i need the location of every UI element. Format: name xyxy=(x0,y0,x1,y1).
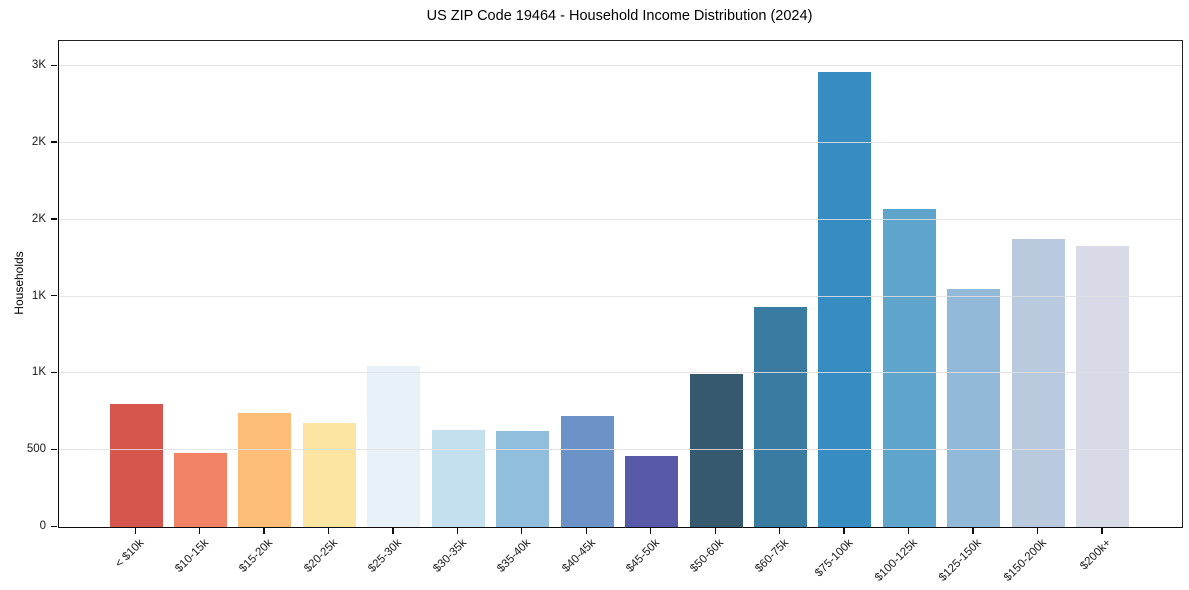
gridline-1000 xyxy=(59,372,1182,374)
x-tick-mark xyxy=(263,527,265,534)
x-tick-mark xyxy=(327,527,330,534)
y-axis-label: Households xyxy=(12,251,26,315)
x-tick-label: $25-30k xyxy=(366,537,405,575)
x-tick-mark xyxy=(972,527,974,534)
x-tick-label: $50-60k xyxy=(688,537,727,575)
x-tick-label: $60-75k xyxy=(753,537,791,575)
x-tick-mark xyxy=(650,527,652,534)
x-tick-mark xyxy=(585,527,587,534)
x-tick-mark xyxy=(521,527,523,534)
bar-$45-50k xyxy=(625,455,679,527)
bar-$125-150k xyxy=(947,288,1001,527)
x-tick-label: $30-35k xyxy=(430,537,469,575)
bar-$150-200k xyxy=(1011,239,1065,527)
y-tick-mark xyxy=(51,295,57,297)
x-tick-label: $200k+ xyxy=(1077,537,1114,573)
gridline-500 xyxy=(59,449,1182,451)
x-tick-label: $35-40k xyxy=(495,537,534,575)
y-tick-label: 500 xyxy=(26,443,46,456)
x-tick-label: $20-25k xyxy=(301,537,340,575)
bar-$15-20k xyxy=(238,412,292,527)
x-tick-label: $40-45k xyxy=(559,537,598,575)
y-tick-label: 1K xyxy=(31,289,46,302)
x-tick-mark xyxy=(1036,527,1039,534)
x-tick-label: $150-200k xyxy=(1001,537,1049,584)
bar-$10-15k xyxy=(173,452,227,527)
x-tick-label: $75-100k xyxy=(813,537,856,580)
gridline-1500 xyxy=(59,295,1182,297)
chart-title: US ZIP Code 19464 - Household Income Dis… xyxy=(426,8,813,24)
x-tick-mark xyxy=(779,527,781,534)
bar-< $10k xyxy=(109,404,163,527)
bar-$25-30k xyxy=(367,365,421,527)
plot-area xyxy=(58,40,1183,528)
bar-$20-25k xyxy=(302,422,356,527)
y-tick-label: 0 xyxy=(39,520,46,532)
x-tick-label: $125-150k xyxy=(937,537,985,584)
y-tick-label: 3K xyxy=(31,59,46,72)
bar-$40-45k xyxy=(560,416,614,527)
x-tick-label: < $10k xyxy=(113,537,147,571)
gridline-2500 xyxy=(59,142,1182,143)
y-tick-mark xyxy=(51,218,57,220)
x-tick-mark xyxy=(392,527,394,534)
x-tick-mark xyxy=(907,527,910,534)
bar-$200k+ xyxy=(1076,245,1130,527)
bar-$60-75k xyxy=(754,307,807,527)
x-tick-label: $100-125k xyxy=(872,537,920,584)
y-tick-mark xyxy=(51,525,57,527)
y-tick-mark xyxy=(51,141,57,143)
x-tick-label: $10-15k xyxy=(173,537,211,575)
x-tick-label: $15-20k xyxy=(237,537,276,575)
y-tick-mark xyxy=(51,371,57,374)
y-tick-mark xyxy=(51,448,57,450)
bar-$100-125k xyxy=(882,209,936,527)
bar-$35-40k xyxy=(496,431,550,527)
y-tick-label: 1K xyxy=(31,366,46,379)
x-tick-mark xyxy=(198,527,201,534)
y-tick-label: 2K xyxy=(31,135,46,148)
gridline-2000 xyxy=(59,218,1182,220)
x-tick-mark xyxy=(456,527,459,534)
gridline-3000 xyxy=(59,65,1182,67)
bar-$30-35k xyxy=(431,430,485,527)
x-tick-mark xyxy=(714,527,716,534)
x-tick-mark xyxy=(1101,527,1103,534)
y-tick-mark xyxy=(51,64,57,66)
y-tick-label: 2K xyxy=(31,212,46,225)
x-tick-label: $45-50k xyxy=(624,537,663,575)
bar-$50-60k xyxy=(689,374,743,527)
x-tick-mark xyxy=(843,527,845,534)
bar-$75-100k xyxy=(818,72,872,527)
x-tick-mark xyxy=(134,527,136,534)
